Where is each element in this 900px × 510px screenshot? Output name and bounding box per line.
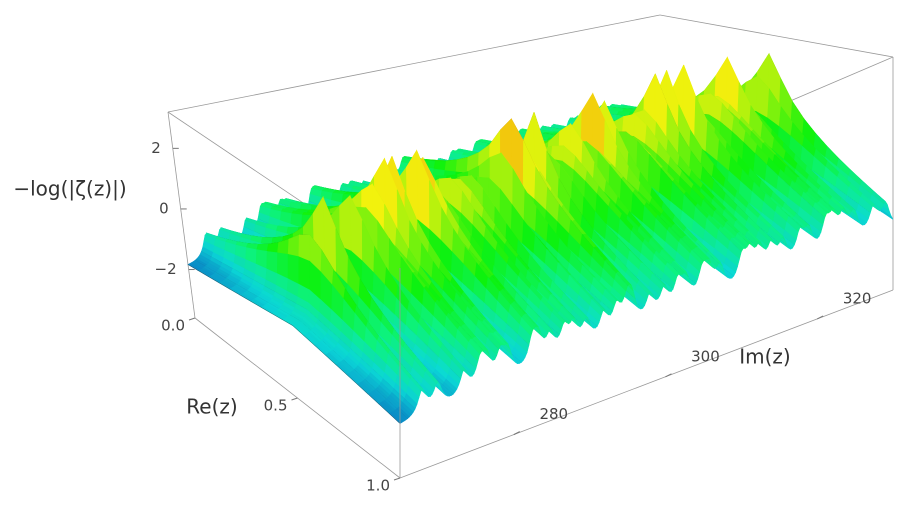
- box-edge: [167, 111, 196, 319]
- surface-patch: [444, 159, 458, 173]
- box-edge: [659, 14, 894, 58]
- box-edge: [167, 14, 661, 113]
- surface: [187, 38, 894, 424]
- surface-patch: [455, 156, 469, 174]
